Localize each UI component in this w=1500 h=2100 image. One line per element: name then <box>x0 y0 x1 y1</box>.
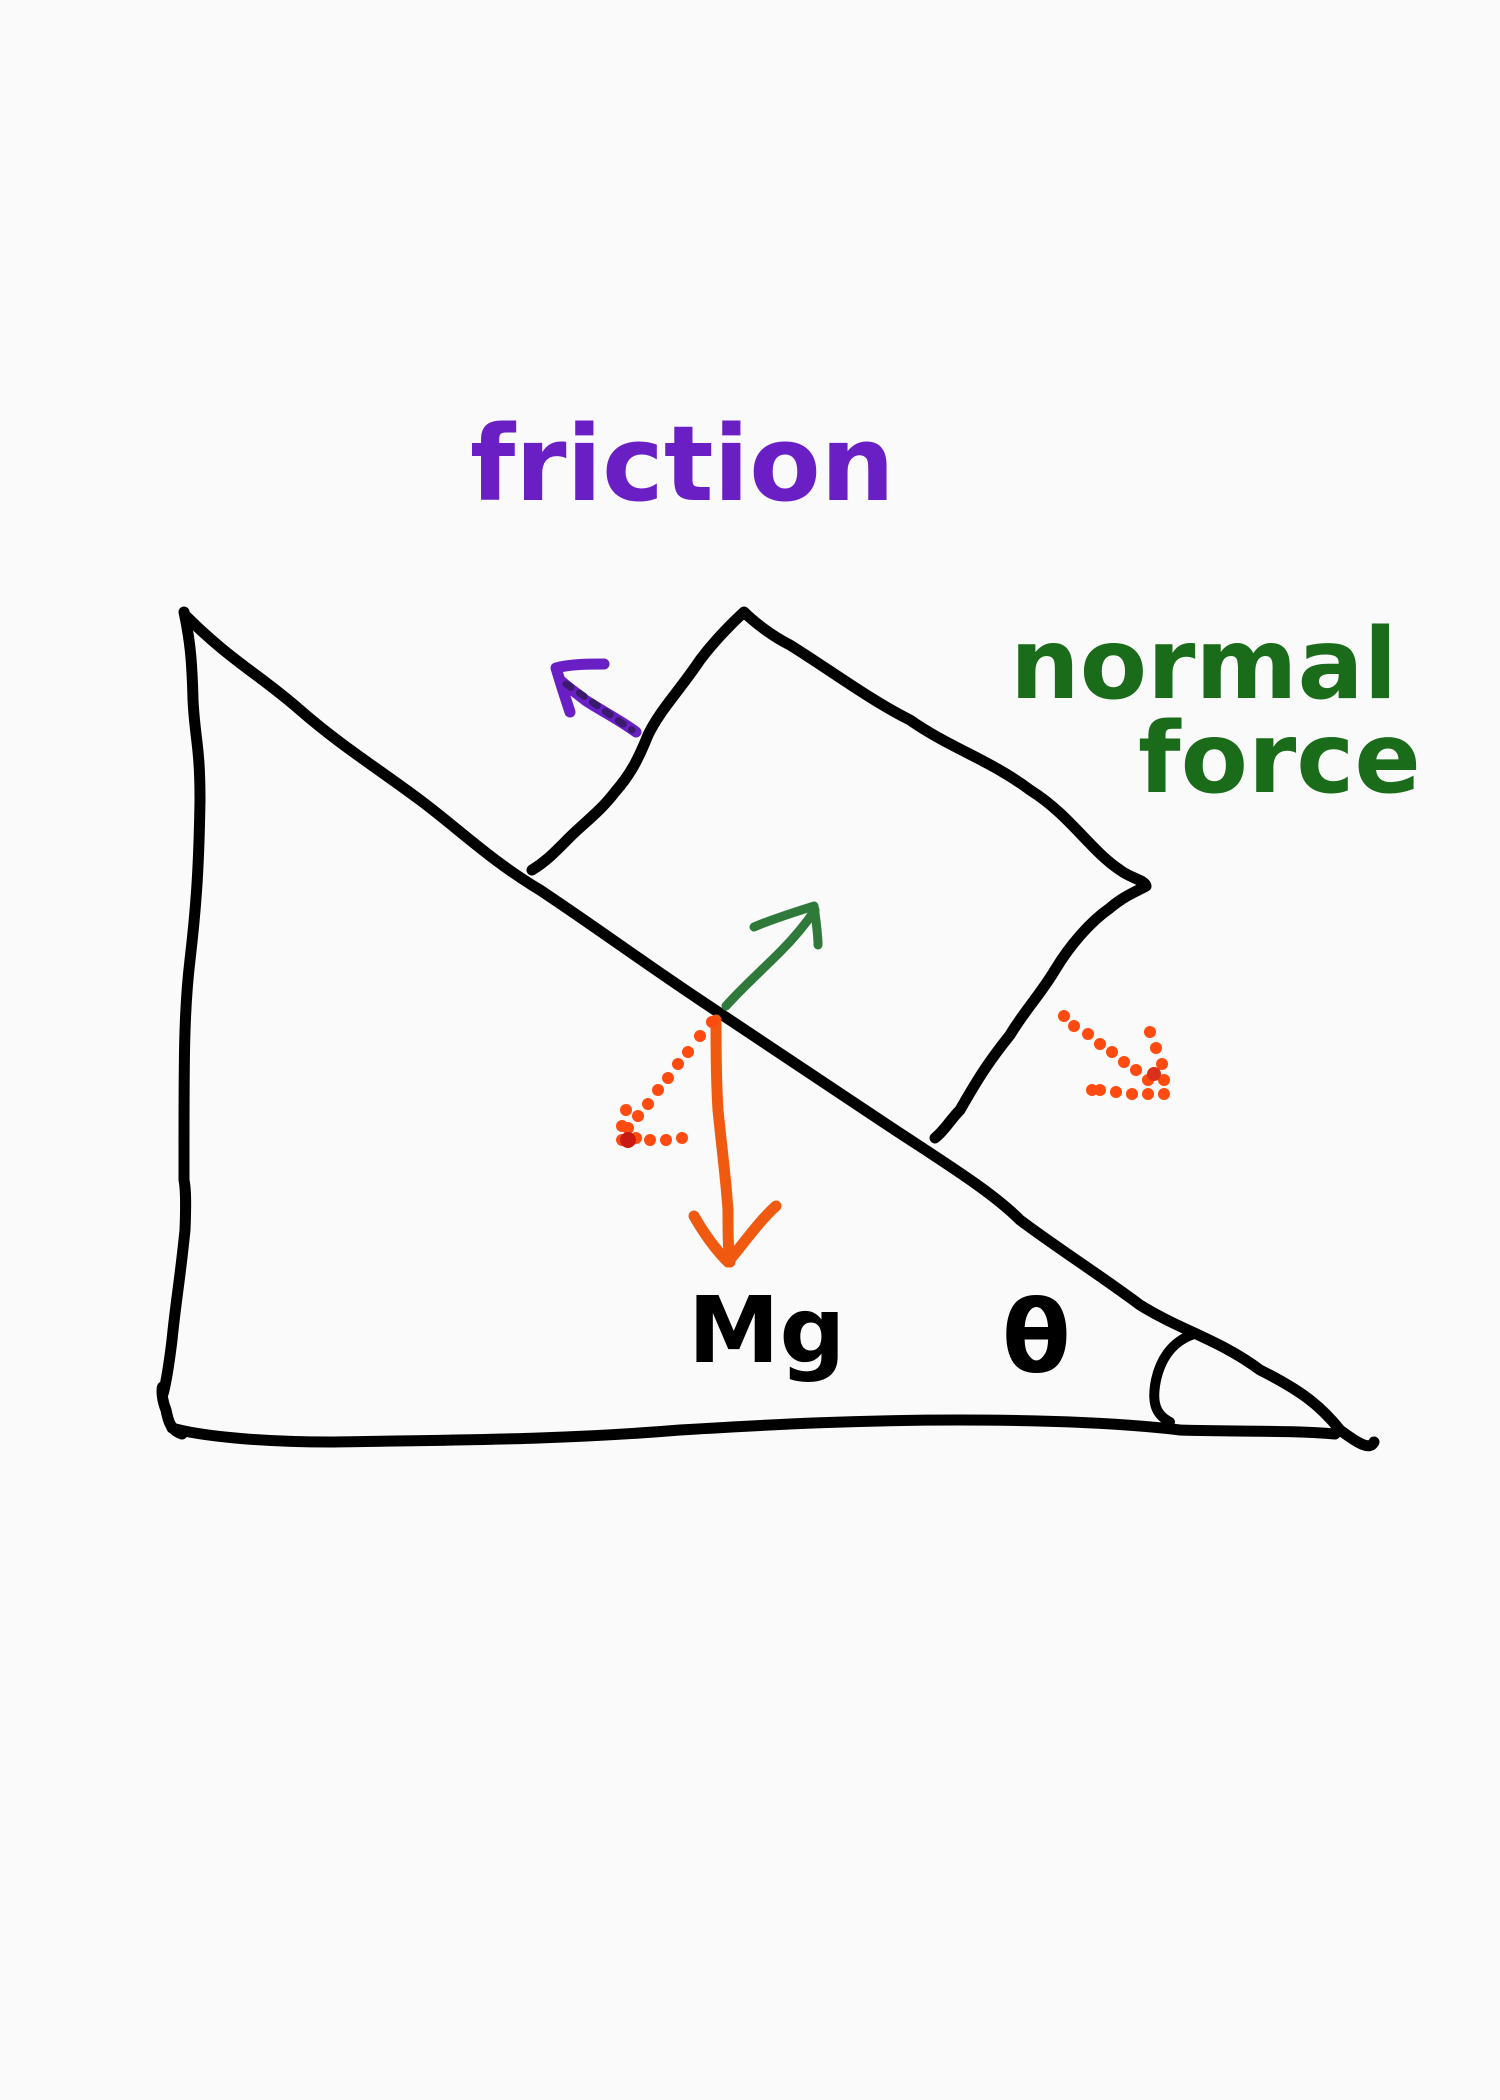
incline-left-edge <box>156 606 206 1440</box>
angle-label: θ <box>1002 1279 1071 1396</box>
friction-arrow-dark-overlay <box>562 680 636 734</box>
normal-force-label-line2: force <box>1138 702 1421 816</box>
weight-arrow-shaft <box>710 1014 736 1268</box>
friction-arrow-head <box>550 658 610 718</box>
weight-component-parallel-dotted-arrow <box>616 1016 718 1148</box>
weight-arrow-head <box>688 1200 782 1268</box>
friction-label: friction <box>470 403 895 525</box>
angle-arc <box>1149 1329 1199 1427</box>
normal-force-arrow <box>721 901 823 1011</box>
weight-arrow <box>688 1014 782 1268</box>
friction-arrow <box>550 658 642 738</box>
block <box>526 606 1152 1144</box>
weight-component-perpendicular-dotted-arrow <box>1058 1010 1170 1100</box>
incline-base-edge <box>166 1414 1341 1448</box>
incline-slope-edge <box>180 610 1380 1452</box>
normal-force-label-line1: normal <box>1010 608 1397 722</box>
weight-label: Mg <box>688 1277 845 1384</box>
normal-arrow-shaft <box>721 905 820 1011</box>
normal-arrow-head <box>749 901 823 950</box>
incline-triangle <box>156 606 1380 1452</box>
